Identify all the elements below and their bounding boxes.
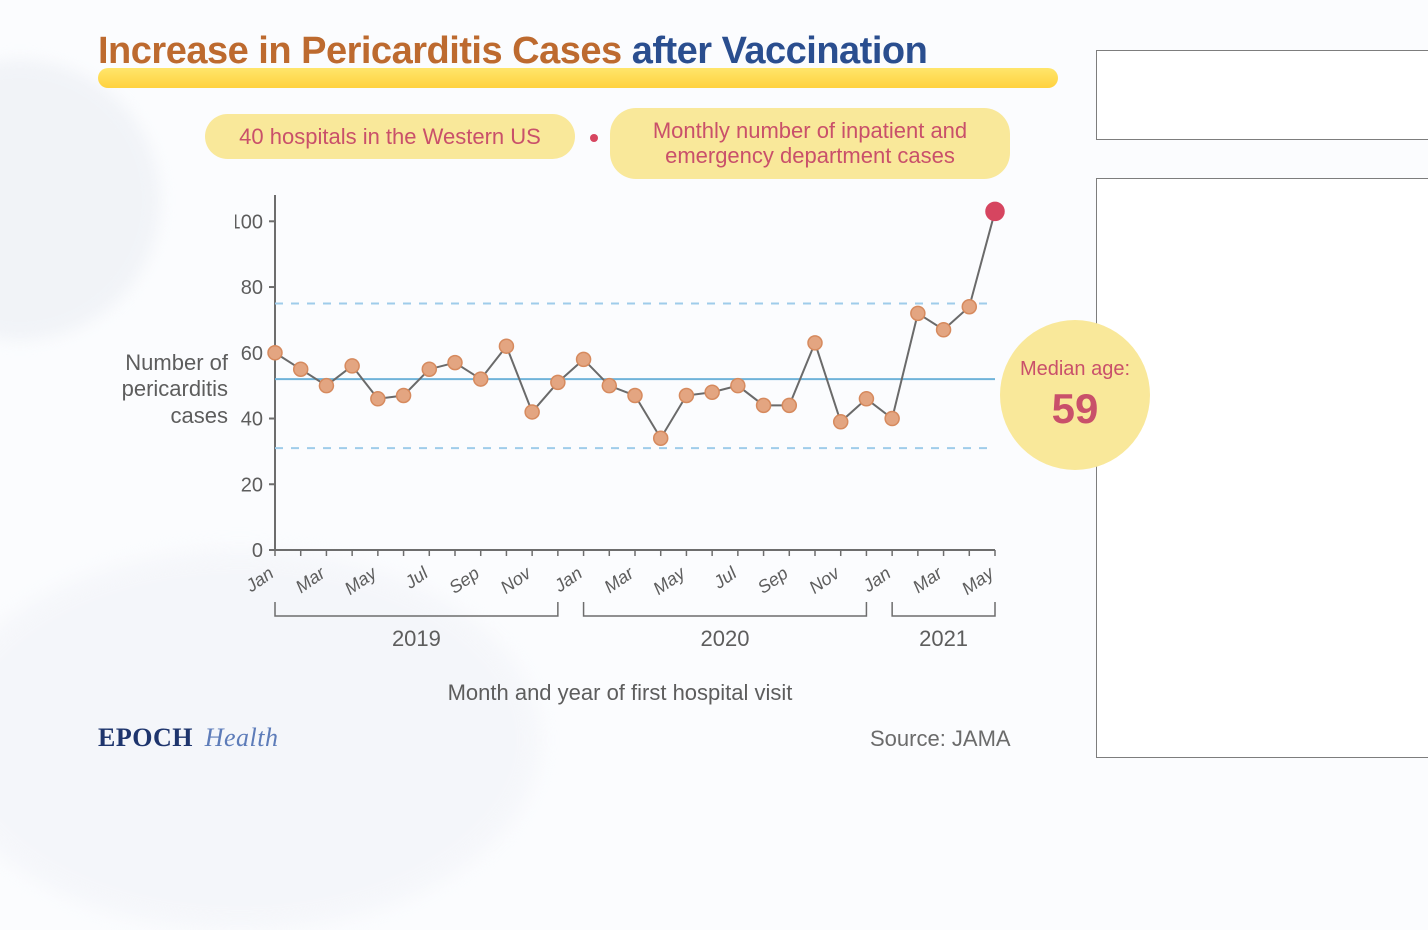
data-point [679, 389, 693, 403]
data-point [448, 356, 462, 370]
data-point [294, 362, 308, 376]
x-tick-label: Jul [400, 562, 432, 593]
chart-title: Increase in Pericarditis Cases after Vac… [98, 30, 1098, 73]
data-point [319, 379, 333, 393]
brand-part-2: Health [205, 723, 279, 752]
line-chart: 0 20 40 60 80 100 Jan Mar May Jul Sep Nov Jan Mar May J… [235, 195, 1005, 695]
data-point [371, 392, 385, 406]
x-tick-label: Mar [600, 562, 638, 597]
data-point [422, 362, 436, 376]
data-point [962, 300, 976, 314]
median-age-badge: Median age: 59 [1000, 320, 1150, 470]
median-age-label: Median age: [1020, 358, 1130, 381]
y-tick-label: 0 [252, 540, 263, 562]
data-point [499, 339, 513, 353]
x-tick-label: May [341, 562, 381, 598]
x-tick-label: Nov [805, 562, 844, 597]
data-point [628, 389, 642, 403]
x-tick-label: Jan [550, 563, 586, 597]
data-point [551, 375, 565, 389]
x-tick-label: Jan [241, 563, 277, 597]
x-tick-label: Sep [445, 563, 483, 598]
y-tick-label: 20 [241, 474, 263, 496]
x-tick-label: Jul [709, 562, 741, 593]
data-point [885, 412, 899, 426]
data-point [397, 389, 411, 403]
data-point [937, 323, 951, 337]
data-point [602, 379, 616, 393]
y-tick-label: 80 [241, 277, 263, 299]
data-point [345, 359, 359, 373]
x-axis-label: Month and year of first hospital visit [340, 680, 900, 706]
data-point [731, 379, 745, 393]
info-pill-hospitals: 40 hospitals in the Western US [205, 114, 575, 159]
data-point [525, 405, 539, 419]
year-label: 2021 [919, 626, 968, 651]
data-point [859, 392, 873, 406]
data-point [834, 415, 848, 429]
data-point [268, 346, 282, 360]
info-pill-cases: Monthly number of inpatient and emergenc… [610, 108, 1010, 179]
data-point [808, 336, 822, 350]
data-point [474, 372, 488, 386]
x-tick-label: Nov [497, 562, 536, 597]
brand-logo: EPOCH Health [98, 722, 278, 753]
background-decor [0, 60, 160, 340]
y-tick-label: 100 [235, 211, 263, 233]
chart-svg: 0 20 40 60 80 100 Jan Mar May Jul Sep Nov Jan Mar May J… [235, 195, 1005, 695]
x-tick-label: Jan [858, 563, 894, 597]
x-tick-label: May [958, 562, 998, 598]
x-tick-label: May [649, 562, 689, 598]
title-part-1: Increase in Pericarditis Cases [98, 30, 632, 72]
data-point [757, 398, 771, 412]
title-part-2: after Vaccination [632, 30, 928, 72]
year-label: 2019 [392, 626, 441, 651]
x-tick-label: Mar [292, 562, 330, 597]
y-axis-label: Number of pericarditis cases [98, 350, 228, 429]
data-point [577, 352, 591, 366]
x-tick-label: Sep [754, 563, 792, 598]
data-point [705, 385, 719, 399]
y-tick-label: 40 [241, 409, 263, 431]
data-point [911, 306, 925, 320]
year-label: 2020 [701, 626, 750, 651]
median-age-value: 59 [1052, 385, 1099, 433]
bullet-icon [590, 134, 598, 142]
sidebar-panel-top [1096, 50, 1428, 140]
x-tick-label: Mar [909, 562, 947, 597]
y-tick-label: 60 [241, 343, 263, 365]
brand-part-1: EPOCH [98, 723, 193, 752]
source-attribution: Source: JAMA [870, 726, 1011, 752]
data-point [986, 202, 1004, 220]
data-point [782, 398, 796, 412]
sidebar-panel-bottom [1096, 178, 1428, 758]
data-point [654, 431, 668, 445]
